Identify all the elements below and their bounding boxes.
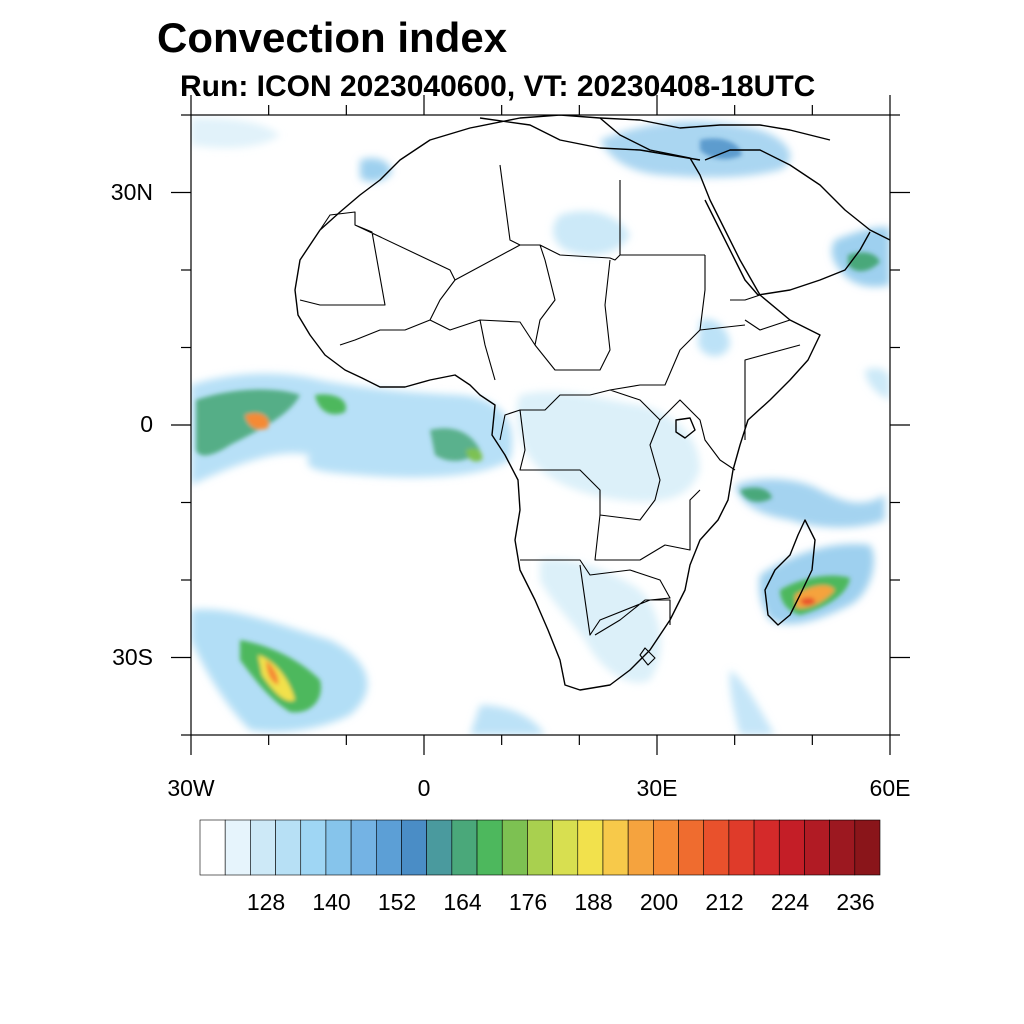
colorbar-label: 176 (508, 889, 548, 915)
colorbar-swatch (753, 819, 780, 876)
map-subtitle: Run: ICON 2023040600, VT: 20230408-18UTC (180, 70, 816, 103)
colorbar-swatch (778, 819, 805, 876)
arabia-coastline (704, 149, 890, 296)
colorbar-label: 188 (574, 889, 613, 915)
lat-label: 0 (140, 411, 153, 437)
colorbar-swatch (804, 819, 830, 876)
colorbar-swatch (224, 819, 251, 876)
colorbar-swatch (300, 819, 327, 876)
colorbar-label: 224 (770, 889, 810, 915)
lon-label: 30E (636, 775, 678, 801)
lat-label: 30S (112, 643, 153, 670)
colorbar-label: 152 (377, 889, 417, 915)
colorbar-swatch (627, 819, 654, 876)
colorbar-label: 212 (705, 889, 744, 915)
coastlines-and-borders (294, 115, 890, 691)
map-title: Convection index (157, 14, 508, 61)
colorbar-swatch (350, 819, 377, 876)
colorbar-swatch (602, 819, 629, 876)
lon-label: 0 (417, 775, 431, 801)
colorbar-swatch (728, 819, 755, 876)
colorbar-label: 236 (836, 889, 875, 915)
colorbar-label: 128 (246, 889, 286, 915)
africa-coastline (294, 115, 821, 691)
colorbar-swatch (577, 819, 604, 876)
colorbar-swatch (476, 819, 503, 876)
lake-victoria (675, 417, 696, 439)
madagascar-coastline (764, 519, 816, 626)
colorbar-swatch (552, 819, 579, 876)
lat-label: 30N (110, 178, 153, 205)
mediterranean-coast (479, 117, 831, 161)
colorbar-swatch (401, 819, 427, 876)
lon-label: 30W (167, 775, 215, 801)
colorbar-swatch (653, 819, 679, 876)
convection-shading-inner (196, 138, 880, 713)
colorbar-label: 164 (443, 889, 482, 915)
colorbar-swatch (199, 819, 226, 876)
lon-label: 60E (869, 775, 911, 801)
colorbar-swatch (426, 819, 453, 876)
colorbar-swatch (250, 819, 276, 876)
colorbar-label: 200 (639, 889, 679, 915)
colorbar-swatch (854, 819, 881, 876)
colorbar-swatch (829, 819, 856, 876)
axis-ticks (171, 95, 910, 755)
colorbar-swatch (451, 819, 478, 876)
colorbar-swatch (678, 819, 705, 876)
convection-shading-outer (191, 118, 890, 735)
colorbar-swatch (527, 819, 553, 876)
country-borders (299, 164, 801, 666)
colorbar-swatch (325, 819, 352, 876)
colorbar-swatch (501, 819, 528, 876)
colorbar-swatch (375, 819, 402, 876)
colorbar-label: 140 (312, 889, 351, 915)
colorbar-swatch (275, 819, 302, 876)
convection-field (191, 118, 890, 735)
colorbar-swatch (703, 819, 730, 876)
